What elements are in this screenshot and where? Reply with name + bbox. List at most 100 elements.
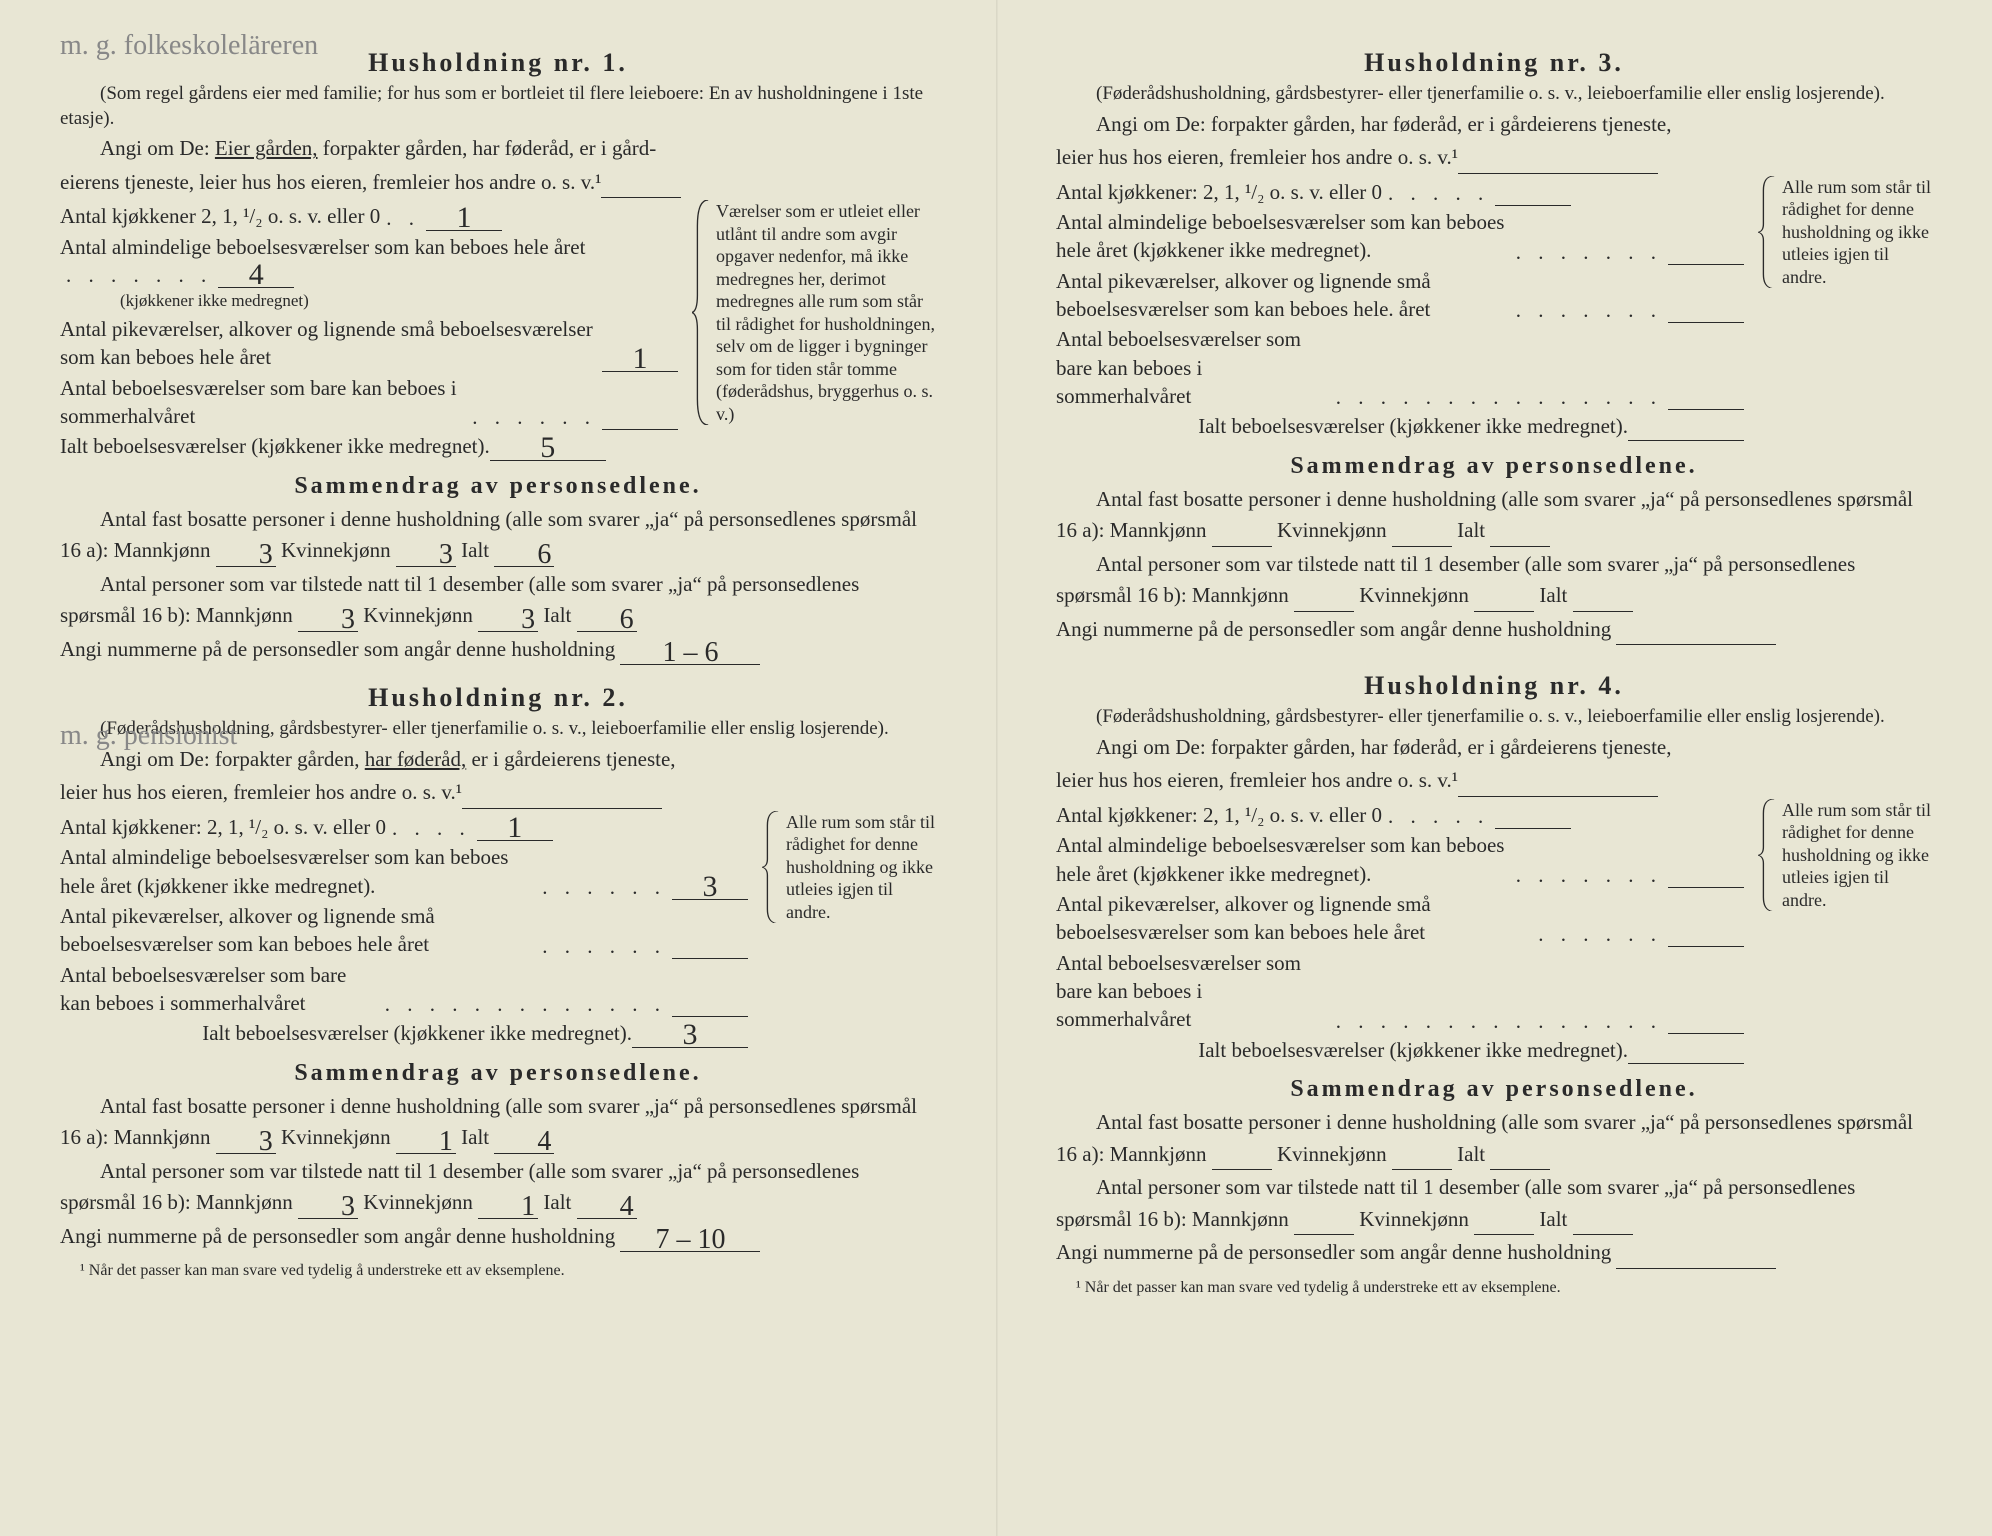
ialt-label: Ialt — [1539, 1207, 1567, 1231]
brace-icon — [1758, 799, 1776, 912]
h1-rooms-label: Antal almindelige beboelsesværelser som … — [60, 233, 585, 261]
h3-note: (Føderådshusholdning, gårdsbestyrer- ell… — [1056, 82, 1932, 107]
h2-16a-k[interactable]: 1 — [396, 1131, 456, 1154]
h4-summer-value[interactable] — [1668, 1007, 1744, 1034]
h1-pike-row: Antal pikeværelser, alkover og lignende … — [60, 315, 678, 372]
h1-16a-m[interactable]: 3 — [216, 544, 276, 567]
h3-16b-m[interactable] — [1294, 589, 1354, 612]
h3-total-value[interactable] — [1628, 414, 1744, 441]
h4-pike-value[interactable] — [1668, 920, 1744, 947]
h3-summer-value[interactable] — [1668, 383, 1744, 410]
mann-label: Mannkjønn — [1192, 1207, 1289, 1231]
h3-brace-col: Alle rum som står til rådighet for denne… — [1758, 176, 1932, 289]
h1-angi-under: Eier gården, — [215, 136, 318, 160]
h1-16b-k[interactable]: 3 — [478, 609, 538, 632]
h3-total-row: Ialt beboelsesværelser (kjøkkener ikke m… — [1056, 412, 1744, 440]
h1-rooms-row: Antal almindelige beboelsesværelser som … — [60, 233, 678, 288]
mann-label: Mannkjønn — [1110, 1142, 1207, 1166]
h4-16a-i[interactable] — [1490, 1147, 1550, 1170]
h3-rooms-value[interactable] — [1668, 238, 1744, 265]
h1-kitchen-value[interactable]: 1 — [426, 204, 502, 231]
h2-rooms-row: Antal almindelige beboelsesværelser som … — [60, 843, 748, 900]
h3-16a-m[interactable] — [1212, 524, 1272, 547]
h1-rooms-value[interactable]: 4 — [218, 261, 294, 288]
h2-summer-value[interactable] — [672, 990, 748, 1017]
h4-16a-m[interactable] — [1212, 1147, 1272, 1170]
h2-rooms-value[interactable]: 3 — [672, 873, 748, 900]
h2-16b-k[interactable]: 1 — [478, 1196, 538, 1219]
h4-block: Antal kjøkkener: 2, 1, ¹/₂ o. s. v. elle… — [1056, 799, 1932, 1066]
h1-angi-pre: Angi om De: — [100, 136, 210, 160]
h1-summer-value[interactable] — [602, 403, 678, 430]
h4-brace-text: Alle rum som står til rådighet for denne… — [1782, 800, 1931, 910]
h3-summer-label: Antal beboelsesværelser som bare kan beb… — [1056, 325, 1330, 410]
dots: . . . . . — [1382, 181, 1495, 206]
mann-label: Mannkjønn — [114, 1125, 211, 1149]
h3-16a-i[interactable] — [1490, 524, 1550, 547]
h3-kitchen-label: Antal kjøkkener: 2, 1, ¹/₂ o. s. v. elle… — [1056, 178, 1382, 206]
h3-kitchen-value[interactable] — [1495, 179, 1571, 206]
h4-summer-row: Antal beboelsesværelser som bare kan beb… — [1056, 949, 1744, 1034]
mann-label: Mannkjønn — [114, 538, 211, 562]
h1-p16a: Antal fast bosatte personer i denne hush… — [60, 504, 936, 567]
h1-summer-label: Antal beboelsesværelser som bare kan beb… — [60, 374, 466, 431]
h3-pike-label: Antal pikeværelser, alkover og lignende … — [1056, 267, 1510, 324]
h4-angi: Angi om De: forpakter gården, har føderå… — [1056, 732, 1932, 764]
h2-kitchen-value[interactable]: 1 — [477, 814, 553, 841]
ialt-label: Ialt — [461, 538, 489, 562]
h4-pike-label: Antal pikeværelser, alkover og lignende … — [1056, 890, 1532, 947]
h2-brace-col: Alle rum som står til rådighet for denne… — [762, 811, 936, 924]
h4-16b-k[interactable] — [1474, 1212, 1534, 1235]
h4-rooms-value[interactable] — [1668, 861, 1744, 888]
kvinn-label: Kvinnekjønn — [1277, 1142, 1387, 1166]
h2-nummer-val[interactable]: 7 – 10 — [620, 1229, 760, 1252]
h1-16b-i[interactable]: 6 — [577, 609, 637, 632]
h2-16b-m[interactable]: 3 — [298, 1196, 358, 1219]
h4-kitchen-value[interactable] — [1495, 802, 1571, 829]
h3-16b-k[interactable] — [1474, 589, 1534, 612]
h3-pike-value[interactable] — [1668, 296, 1744, 323]
h4-angi-line — [1458, 776, 1658, 797]
h2-angi-line — [462, 788, 662, 809]
h3-nummer-line[interactable] — [1616, 624, 1776, 645]
ialt-label: Ialt — [1539, 583, 1567, 607]
dots: . . . . . . . . . . . . . . . — [1330, 1009, 1668, 1034]
h2-16b-i[interactable]: 4 — [577, 1196, 637, 1219]
h4-angi2-text: leier hus hos eieren, fremleier hos andr… — [1056, 768, 1458, 792]
h3-total-label: Ialt beboelsesværelser (kjøkkener ikke m… — [1198, 412, 1628, 440]
mann-label: Mannkjønn — [196, 1190, 293, 1214]
h4-16b-m[interactable] — [1294, 1212, 1354, 1235]
h4-nummer: Angi nummerne på de personsedler som ang… — [1056, 1237, 1932, 1269]
h1-16a-k[interactable]: 3 — [396, 544, 456, 567]
h2-total-value[interactable]: 3 — [632, 1021, 748, 1048]
h2-summer-row: Antal beboelsesværelser som bare kan beb… — [60, 961, 748, 1018]
h1-total-value[interactable]: 5 — [490, 434, 606, 461]
h1-nummer-val[interactable]: 1 – 6 — [620, 642, 760, 665]
h4-total-value[interactable] — [1628, 1037, 1744, 1064]
brace-icon — [1758, 176, 1776, 289]
h3-16a-k[interactable] — [1392, 524, 1452, 547]
h4-16b-i[interactable] — [1573, 1212, 1633, 1235]
h1-p16b: Antal personer som var tilstede natt til… — [60, 569, 936, 632]
h3-16b-i[interactable] — [1573, 589, 1633, 612]
h2-pike-value[interactable] — [672, 932, 748, 959]
h4-p16a: Antal fast bosatte personer i denne hush… — [1056, 1107, 1932, 1170]
dots: . . . . — [386, 816, 477, 841]
h2-angi2: leier hus hos eieren, fremleier hos andr… — [60, 777, 936, 809]
h1-16a-i[interactable]: 6 — [494, 544, 554, 567]
h1-angi: Angi om De: Eier gården, forpakter gårde… — [60, 133, 936, 165]
h1-16b-m[interactable]: 3 — [298, 609, 358, 632]
dots: . . . . . . . — [1510, 240, 1668, 265]
h2-subtitle: Sammendrag av personsedlene. — [60, 1060, 936, 1087]
h3-subtitle: Sammendrag av personsedlene. — [1056, 453, 1932, 480]
h2-16a-i[interactable]: 4 — [494, 1131, 554, 1154]
kvinn-label: Kvinnekjønn — [1359, 1207, 1469, 1231]
dots: . . . . . . — [466, 405, 602, 430]
h1-pike-value[interactable]: 1 — [602, 345, 678, 372]
dots: . . — [380, 206, 426, 231]
right-page: Husholdning nr. 3. (Føderådshusholdning,… — [996, 0, 1992, 1536]
h4-nummer-line[interactable] — [1616, 1248, 1776, 1269]
h4-16a-k[interactable] — [1392, 1147, 1452, 1170]
h2-angi2-text: leier hus hos eieren, fremleier hos andr… — [60, 780, 462, 804]
h2-16a-m[interactable]: 3 — [216, 1131, 276, 1154]
